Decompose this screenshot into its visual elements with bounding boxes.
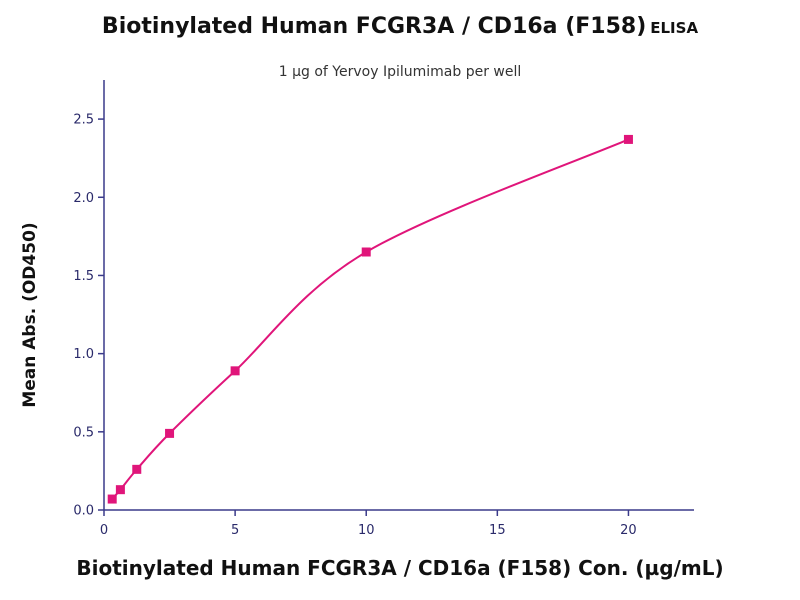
data-point [107, 494, 117, 504]
data-point [115, 485, 125, 495]
chart-title: Biotinylated Human FCGR3A / CD16a (F158)… [0, 14, 800, 39]
x-tick-label: 20 [620, 523, 637, 538]
chart-title-suffix: ELISA [650, 19, 699, 37]
chart-title-main: Biotinylated Human FCGR3A / CD16a (F158) [101, 14, 647, 39]
y-tick-label: 1.5 [73, 269, 94, 284]
x-tick-label: 15 [489, 523, 506, 538]
fit-curve [111, 138, 629, 500]
chart-subtitle: 1 µg of Yervoy Ipilumimab per well [278, 64, 522, 80]
x-tick-label: 0 [100, 523, 108, 538]
y-axis-label: Mean Abs. (OD450) [20, 222, 40, 408]
data-point [132, 464, 142, 474]
data-point [165, 428, 175, 438]
y-tick-label: 2.0 [73, 191, 94, 206]
x-tick-label: 10 [358, 523, 375, 538]
y-tick-label: 1.0 [73, 347, 94, 362]
y-tick-label: 2.5 [73, 113, 94, 128]
data-points [107, 134, 633, 504]
y-axis-ticks: 0.0 0.5 1.0 1.5 2.0 2.5 [73, 113, 104, 519]
data-point [230, 366, 240, 376]
x-tick-label: 5 [231, 523, 239, 538]
data-point [623, 134, 633, 144]
y-tick-label: 0.5 [73, 425, 94, 440]
x-axis-label: Biotinylated Human FCGR3A / CD16a (F158)… [76, 556, 724, 580]
data-point [361, 247, 371, 257]
y-tick-label: 0.0 [73, 504, 94, 519]
x-axis-ticks: 0 5 10 15 20 [100, 510, 637, 538]
